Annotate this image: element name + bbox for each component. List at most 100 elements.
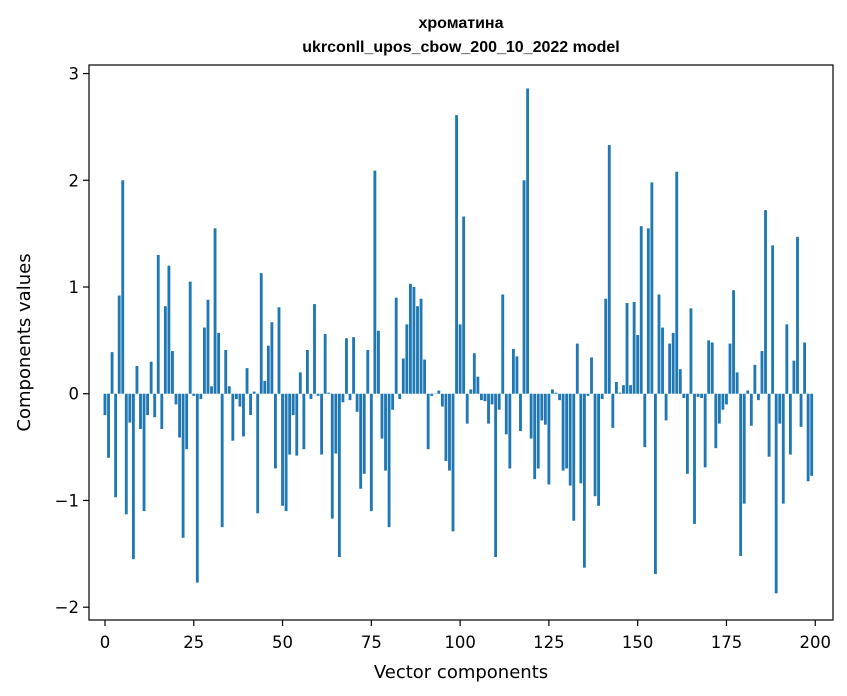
bar-142 bbox=[607, 145, 611, 394]
bar-11 bbox=[142, 393, 146, 512]
x-tick-label-0: 0 bbox=[100, 633, 111, 652]
bar-167 bbox=[696, 393, 700, 397]
bar-81 bbox=[391, 393, 395, 410]
bar-186 bbox=[764, 210, 767, 394]
bar-187 bbox=[767, 393, 771, 457]
bar-19 bbox=[171, 351, 174, 394]
bar-174 bbox=[721, 393, 725, 410]
bar-32 bbox=[217, 332, 221, 394]
bar-179 bbox=[739, 393, 743, 556]
bar-49 bbox=[277, 307, 281, 394]
bar-117 bbox=[519, 393, 522, 432]
bar-158 bbox=[664, 393, 668, 421]
bar-188 bbox=[771, 245, 775, 394]
x-tick-label-150: 150 bbox=[622, 633, 654, 652]
bar-43 bbox=[256, 393, 260, 514]
bar-52 bbox=[288, 393, 292, 455]
x-axis-label: Vector components bbox=[374, 662, 548, 683]
bar-72 bbox=[359, 393, 363, 489]
bar-139 bbox=[597, 393, 601, 506]
y-tick-label-0: 0 bbox=[69, 385, 80, 404]
bar-182 bbox=[749, 393, 753, 426]
bar-20 bbox=[174, 393, 178, 405]
bar-61 bbox=[320, 393, 324, 455]
bar-164 bbox=[685, 393, 689, 474]
bar-103 bbox=[469, 389, 473, 394]
bar-12 bbox=[146, 393, 150, 416]
bar-41 bbox=[249, 393, 252, 416]
bar-130 bbox=[565, 393, 569, 469]
y-tick-label-3: 3 bbox=[69, 65, 80, 84]
bar-105 bbox=[476, 376, 480, 394]
bar-125 bbox=[547, 393, 551, 485]
bar-36 bbox=[231, 393, 235, 441]
bar-118 bbox=[522, 180, 526, 394]
y-axis-ticks: −2 −1 0 1 2 3 bbox=[55, 65, 89, 617]
bar-15 bbox=[156, 254, 160, 394]
bar-97 bbox=[448, 393, 451, 471]
bar-25 bbox=[192, 393, 196, 396]
bar-175 bbox=[725, 393, 728, 405]
bar-8 bbox=[131, 393, 135, 560]
x-tick-label-200: 200 bbox=[799, 633, 831, 652]
bar-132 bbox=[572, 393, 576, 521]
bar-92 bbox=[430, 393, 434, 396]
bar-106 bbox=[480, 393, 483, 401]
bar-183 bbox=[753, 364, 757, 394]
bar-101 bbox=[462, 216, 466, 394]
bar-180 bbox=[742, 393, 746, 504]
x-tick-label-125: 125 bbox=[533, 633, 565, 652]
bar-150 bbox=[636, 335, 640, 394]
bar-136 bbox=[586, 393, 590, 396]
bar-108 bbox=[487, 393, 490, 424]
bar-195 bbox=[796, 236, 799, 394]
bar-199 bbox=[810, 393, 814, 476]
bar-85 bbox=[405, 324, 409, 394]
bar-129 bbox=[561, 393, 565, 471]
bar-171 bbox=[710, 342, 714, 394]
bar-166 bbox=[693, 393, 696, 524]
plot-frame bbox=[88, 64, 834, 621]
bar-14 bbox=[153, 393, 157, 418]
bar-194 bbox=[792, 360, 796, 394]
x-tick-label-25: 25 bbox=[183, 633, 204, 652]
bar-135 bbox=[582, 393, 586, 568]
bar-178 bbox=[735, 372, 739, 394]
bar-131 bbox=[568, 393, 572, 486]
bar-137 bbox=[590, 357, 593, 394]
bar-128 bbox=[558, 393, 561, 401]
bar-24 bbox=[188, 281, 192, 394]
bar-59 bbox=[313, 304, 316, 394]
bar-46 bbox=[266, 345, 270, 394]
bar-51 bbox=[284, 393, 288, 512]
bar-62 bbox=[323, 333, 327, 394]
bar-18 bbox=[167, 265, 171, 394]
bar-60 bbox=[316, 393, 320, 396]
bar-113 bbox=[504, 393, 508, 435]
bar-141 bbox=[604, 298, 608, 394]
x-tick-label-75: 75 bbox=[361, 633, 382, 652]
bar-10 bbox=[139, 393, 142, 429]
bar-80 bbox=[387, 393, 391, 528]
bar-69 bbox=[348, 393, 352, 401]
bar-122 bbox=[536, 393, 540, 469]
bar-110 bbox=[494, 393, 498, 558]
x-tick-label-175: 175 bbox=[711, 633, 743, 652]
bar-152 bbox=[643, 393, 647, 448]
bar-30 bbox=[210, 386, 213, 394]
bar-39 bbox=[242, 393, 245, 437]
bar-87 bbox=[412, 287, 416, 394]
bar-133 bbox=[575, 343, 579, 394]
bar-161 bbox=[675, 171, 679, 394]
bar-140 bbox=[600, 393, 604, 400]
bar-148 bbox=[629, 385, 632, 394]
bar-100 bbox=[458, 324, 462, 394]
bar-56 bbox=[302, 393, 306, 450]
y-tick-label--1: −1 bbox=[55, 491, 79, 510]
bar-116 bbox=[515, 356, 519, 394]
bar-169 bbox=[703, 393, 707, 468]
bar-173 bbox=[717, 393, 721, 424]
bar-196 bbox=[799, 393, 803, 427]
bar-138 bbox=[593, 393, 597, 497]
